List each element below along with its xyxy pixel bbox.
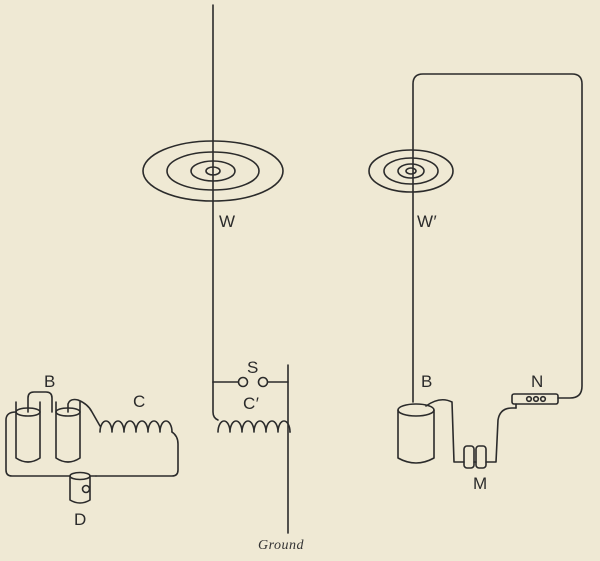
label-s: S bbox=[247, 358, 259, 377]
coil-c bbox=[95, 420, 179, 477]
label-b-left: B bbox=[44, 372, 56, 391]
receiver-circuit bbox=[368, 73, 583, 469]
transmitter-circuit bbox=[5, 4, 291, 534]
receiver-loop-wire bbox=[412, 73, 583, 403]
label-b-right: B bbox=[421, 372, 433, 391]
label-w: W bbox=[219, 212, 236, 231]
label-ground: Ground bbox=[258, 538, 305, 553]
coil-c-prime bbox=[212, 381, 291, 433]
label-m: M bbox=[473, 474, 488, 493]
label-c: C bbox=[133, 392, 146, 411]
interrupter-d bbox=[69, 471, 97, 504]
label-w-prime: W′ bbox=[417, 212, 438, 231]
label-c-prime: C′ bbox=[243, 394, 260, 413]
receiver-m bbox=[463, 407, 517, 469]
wave-rings-w bbox=[142, 140, 284, 202]
battery-b-left bbox=[5, 391, 101, 477]
label-d: D bbox=[74, 510, 87, 529]
coherer-n bbox=[511, 393, 559, 409]
spark-gap-s bbox=[212, 376, 289, 388]
wave-rings-w-prime bbox=[368, 149, 454, 193]
battery-b-right bbox=[397, 398, 465, 464]
label-n: N bbox=[531, 372, 544, 391]
